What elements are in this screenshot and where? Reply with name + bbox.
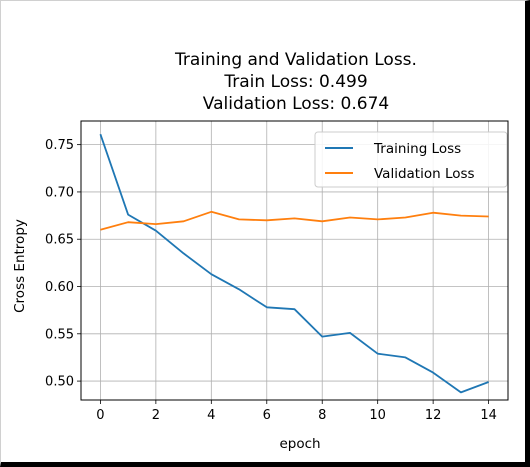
plot-area xyxy=(80,120,509,401)
x-tick-label: 4 xyxy=(207,408,215,423)
axis-ticks: 0 2 4 6 8 10 12 14 0.50 0.55 0.60 0.65 0.70 0.75 xyxy=(45,138,497,423)
series-lines xyxy=(99,133,489,394)
title-line-3: Validation Loss: 0.674 xyxy=(203,94,389,114)
x-axis-label: epoch xyxy=(279,436,320,452)
title-line-2: Train Loss: 0.499 xyxy=(223,72,367,92)
y-axis-label: Cross Entropy xyxy=(12,219,28,313)
y-tick-label: 0.60 xyxy=(45,280,74,295)
y-tick-label: 0.75 xyxy=(45,138,74,153)
validation-loss-line xyxy=(100,210,489,231)
y-tick-label: 0.70 xyxy=(45,185,74,200)
title-line-1: Training and Validation Loss. xyxy=(174,50,417,70)
x-tick-label: 2 xyxy=(152,408,160,423)
x-tick-label: 14 xyxy=(480,408,497,423)
x-tick-label: 0 xyxy=(96,408,104,423)
legend-label-training: Training Loss xyxy=(373,141,461,157)
training-loss-line xyxy=(99,133,489,394)
chart-title: Training and Validation Loss. Train Loss… xyxy=(174,50,417,114)
x-tick-label: 6 xyxy=(263,408,271,423)
x-tick-label: 8 xyxy=(318,408,326,423)
x-tick-label: 12 xyxy=(425,408,442,423)
y-tick-label: 0.50 xyxy=(45,375,74,390)
legend: Training Loss Validation Loss xyxy=(314,131,508,188)
legend-box xyxy=(314,131,508,188)
y-tick-label: 0.55 xyxy=(45,327,74,342)
legend-label-validation: Validation Loss xyxy=(374,166,475,182)
y-tick-label: 0.65 xyxy=(45,233,74,248)
x-tick-label: 10 xyxy=(369,408,386,423)
loss-chart: Training and Validation Loss. Train Loss… xyxy=(12,50,509,452)
